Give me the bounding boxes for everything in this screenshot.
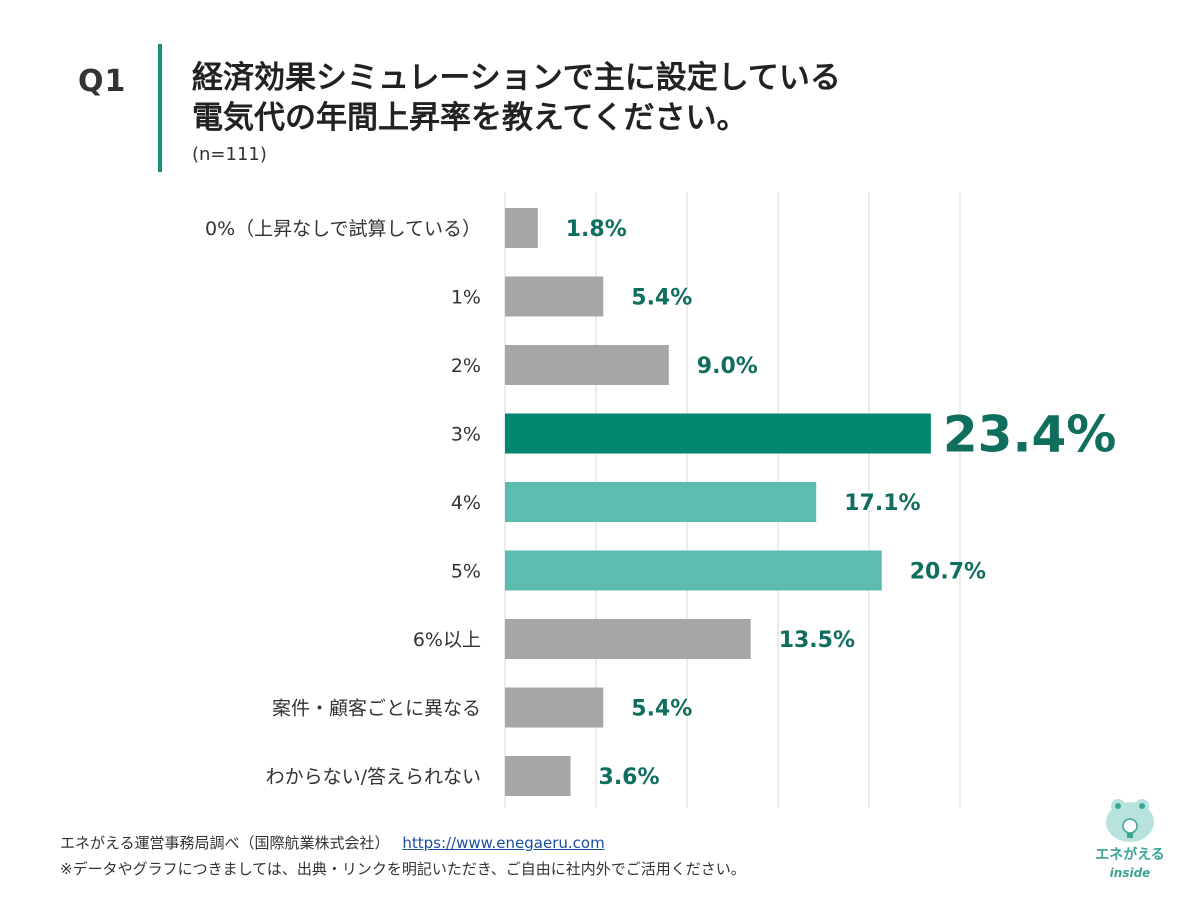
logo-sub: inside	[1109, 866, 1151, 880]
question-number: Q1	[78, 64, 127, 99]
bar	[505, 413, 931, 454]
bar-chart: 0%（上昇なしで試算している） 1.8% 1% 5.4% 2% 9.0% 3% 23.4% 4%…	[205, 192, 1116, 808]
source-link[interactable]: https://www.enegaeru.com	[402, 834, 605, 852]
value-label: 9.0%	[697, 354, 758, 379]
bar	[505, 482, 817, 522]
value-label: 5.4%	[631, 286, 692, 311]
value-label: 1.8%	[566, 217, 627, 242]
sample-size: (n=111)	[192, 144, 267, 165]
title-line-2: 電気代の年間上昇率を教えてください。	[192, 100, 748, 136]
footer: エネがえる運営事務局調べ（国際航業株式会社） https://www.enega…	[60, 830, 746, 882]
bar	[505, 687, 604, 728]
category-label: わからない/答えられない	[266, 766, 481, 788]
category-label: 4%	[451, 492, 481, 514]
bar	[505, 345, 669, 385]
bar	[505, 619, 751, 659]
usage-note: ※データやグラフにつきましては、出典・リンクを明記いただき、ご自由に社内外でご活…	[60, 860, 746, 878]
bar	[505, 756, 571, 796]
value-label: 13.5%	[779, 628, 855, 653]
category-label: 2%	[451, 355, 481, 377]
category-label: 3%	[451, 424, 481, 446]
value-label: 5.4%	[631, 697, 692, 722]
category-label: 0%（上昇なしで試算している）	[205, 218, 481, 240]
logo-name: エネがえる	[1095, 847, 1165, 863]
bar	[505, 208, 538, 248]
value-label: 23.4%	[943, 406, 1116, 464]
source-text: エネがえる運営事務局調べ（国際航業株式会社）	[60, 834, 390, 852]
value-label: 3.6%	[599, 765, 660, 790]
title-accent-bar	[158, 44, 162, 172]
enegaeru-logo-icon	[1106, 799, 1154, 842]
category-label: 1%	[451, 287, 481, 309]
category-label: 5%	[451, 561, 481, 583]
category-label: 案件・顧客ごとに異なる	[272, 698, 481, 720]
bar	[505, 276, 604, 317]
bar	[505, 550, 882, 591]
chart-title: 経済効果シミュレーションで主に設定している 電気代の年間上昇率を教えてください。	[192, 58, 841, 138]
title-line-1: 経済効果シミュレーションで主に設定している	[192, 60, 841, 96]
value-label: 20.7%	[910, 560, 986, 585]
category-label: 6%以上	[413, 629, 481, 651]
value-label: 17.1%	[844, 491, 920, 516]
